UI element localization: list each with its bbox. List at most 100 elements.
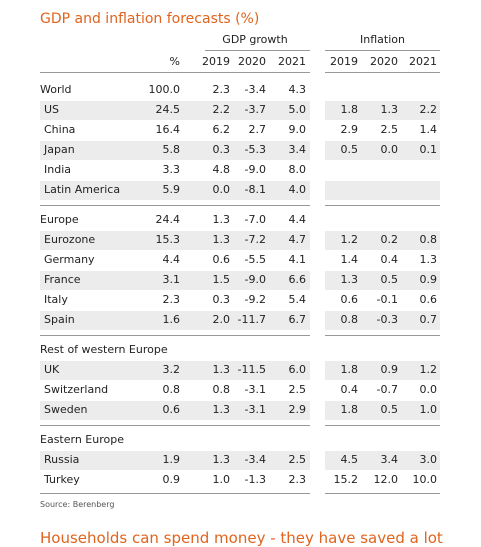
row-label: Switzerland <box>44 383 109 396</box>
rule <box>325 425 440 426</box>
gdp-value: 1.3 <box>212 213 231 226</box>
gdp-value: 2.5 <box>288 383 307 396</box>
share: 5.9 <box>162 183 181 196</box>
gdp-value: -3.4 <box>244 83 266 96</box>
share: 100.0 <box>148 83 181 96</box>
row-label: India <box>44 163 71 176</box>
share: 16.4 <box>155 123 181 136</box>
inflation-value: 0.0 <box>380 143 399 156</box>
inflation-value: 15.2 <box>333 473 359 486</box>
row-shade <box>40 141 310 160</box>
gdp-value: -5.5 <box>244 253 266 266</box>
row-label: Rest of western Europe <box>40 343 168 356</box>
share: 5.8 <box>162 143 181 156</box>
inflation-value: -0.7 <box>376 383 398 396</box>
gdp-value: 9.0 <box>288 123 307 136</box>
row-shade <box>40 361 310 380</box>
inflation-value: 0.4 <box>380 253 399 266</box>
gdp-value: -9.2 <box>244 293 266 306</box>
gdp-value: 6.2 <box>212 123 231 136</box>
row-label: France <box>44 273 81 286</box>
inflation-value: 0.9 <box>380 363 399 376</box>
gdp-value: 2.0 <box>212 313 231 326</box>
inflation-value: 0.8 <box>340 313 359 326</box>
inflation-value: 1.4 <box>419 123 438 136</box>
row-shade <box>325 311 440 330</box>
gdp-value: 0.3 <box>212 293 231 306</box>
gdp-value: 0.8 <box>212 383 231 396</box>
row-shade <box>40 451 310 470</box>
rule <box>40 493 310 494</box>
gdp-value: 3.4 <box>288 143 307 156</box>
inflation-value: 2.9 <box>340 123 359 136</box>
share: 1.9 <box>162 453 181 466</box>
gdp-value: -7.0 <box>244 213 266 226</box>
share: 15.3 <box>155 233 181 246</box>
inflation-value: 0.6 <box>419 293 438 306</box>
inflation-value: 1.3 <box>419 253 438 266</box>
gdp-value: 0.3 <box>212 143 231 156</box>
inflation-value: 1.8 <box>340 403 359 416</box>
share: 4.4 <box>162 253 181 266</box>
inflation-value: 1.8 <box>340 363 359 376</box>
year: 2019 <box>202 55 230 68</box>
rule <box>325 335 440 336</box>
gdp-value: 2.3 <box>288 473 307 486</box>
inflation-value: 0.6 <box>340 293 359 306</box>
inflation-value: 0.4 <box>340 383 359 396</box>
share: 2.3 <box>162 293 181 306</box>
share: 0.9 <box>162 473 181 486</box>
inflation-value: 10.0 <box>412 473 438 486</box>
share: 0.6 <box>162 403 181 416</box>
year: 2020 <box>370 55 398 68</box>
rule <box>205 50 310 51</box>
gdp-value: 6.0 <box>288 363 307 376</box>
gdp-value: 5.0 <box>288 103 307 116</box>
year: 2021 <box>409 55 437 68</box>
row-label: Japan <box>44 143 75 156</box>
gdp-value: 1.3 <box>212 363 231 376</box>
inflation-value: 0.0 <box>419 383 438 396</box>
year: 2021 <box>278 55 306 68</box>
row-shade <box>40 311 310 330</box>
gdp-value: 1.0 <box>212 473 231 486</box>
inflation-value: 1.2 <box>340 233 359 246</box>
inflation-value: 0.5 <box>340 143 359 156</box>
inflation-value: 1.3 <box>340 273 359 286</box>
gdp-value: -11.5 <box>237 363 266 376</box>
inflation-value: 0.2 <box>380 233 399 246</box>
gdp-value: 1.3 <box>212 453 231 466</box>
gdp-value: 0.6 <box>212 253 231 266</box>
rule <box>325 205 440 206</box>
next-heading: Households can spend money - they have s… <box>40 529 443 547</box>
share: 24.4 <box>155 213 181 226</box>
gdp-value: 2.2 <box>212 103 231 116</box>
gdp-value: 8.0 <box>288 163 307 176</box>
gdp-value: 4.3 <box>288 83 307 96</box>
gdp-value: -7.2 <box>244 233 266 246</box>
gdp-value: 4.7 <box>288 233 307 246</box>
row-shade <box>325 271 440 290</box>
row-label: Latin America <box>44 183 121 196</box>
gdp-value: -3.4 <box>244 453 266 466</box>
gdp-value: -1.3 <box>244 473 266 486</box>
inflation-value: 2.2 <box>419 103 438 116</box>
rule <box>40 72 310 73</box>
year: 2020 <box>238 55 266 68</box>
gdp-value: -3.7 <box>244 103 266 116</box>
inflation-value: 3.4 <box>380 453 399 466</box>
inflation-value: 0.1 <box>419 143 438 156</box>
share: 3.2 <box>162 363 181 376</box>
row-label: World <box>40 83 72 96</box>
inflation-value: 0.9 <box>419 273 438 286</box>
row-shade <box>325 101 440 120</box>
inflation-value: 0.5 <box>380 273 399 286</box>
row-shade <box>325 401 440 420</box>
share: 0.8 <box>162 383 181 396</box>
gdp-value: 2.5 <box>288 453 307 466</box>
inflation-value: 0.8 <box>419 233 438 246</box>
gdp-value: 4.4 <box>288 213 307 226</box>
inflation-value: 1.4 <box>340 253 359 266</box>
row-label: UK <box>44 363 60 376</box>
share: 24.5 <box>155 103 181 116</box>
